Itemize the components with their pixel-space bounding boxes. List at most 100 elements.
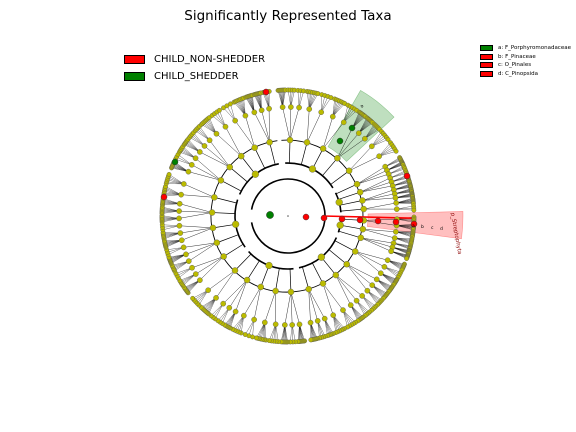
leaf-edge [396, 207, 414, 210]
order-edge [335, 274, 363, 297]
leaf-edge [275, 324, 279, 342]
taxon-node [190, 295, 196, 301]
leaf-edge [380, 273, 394, 286]
clade-legend-label-b: b: F_Pinaceae [498, 53, 536, 60]
leaf-edge [376, 279, 390, 292]
order-edge [360, 181, 392, 193]
leaf-edge [163, 232, 181, 237]
taxon-node [296, 104, 302, 111]
leaf-edge [171, 167, 189, 172]
leaf-edge [189, 137, 205, 147]
taxon-node [265, 261, 273, 270]
leaf-edge [387, 260, 403, 270]
order-edge [209, 140, 230, 168]
taxon-node [319, 145, 327, 152]
order-edge [199, 256, 224, 281]
leaf-edge [224, 311, 236, 326]
leaf-edge [273, 324, 276, 342]
leaf-edge [388, 166, 404, 175]
leaf-edge [394, 237, 411, 245]
leaf-edge [165, 186, 182, 195]
leaf-edge [164, 240, 182, 243]
order-edge [179, 225, 213, 229]
leaf-edge [390, 171, 407, 179]
taxon-node [393, 206, 400, 212]
phylum-arc [238, 163, 279, 195]
taxon-node [296, 321, 303, 328]
class-edge [339, 200, 363, 206]
taxon-node [345, 167, 353, 174]
taxon-node [314, 318, 321, 324]
leaf-edge [215, 303, 224, 319]
order-edge [243, 286, 261, 316]
leaf-edge [321, 94, 322, 113]
leaf-edge [379, 144, 393, 157]
leaf-edge [197, 290, 209, 304]
leaf-edge [230, 103, 236, 121]
leaf-edge [167, 179, 184, 185]
taxon-node [178, 191, 184, 198]
taxon-node [257, 283, 264, 291]
leaf-edge [184, 144, 200, 153]
leaf-edge [310, 322, 314, 340]
class-edge [322, 157, 338, 176]
taxon-node [197, 149, 203, 155]
order-edge [308, 289, 325, 319]
leaf-edge [172, 165, 189, 172]
legend-label-non-shedder: CHILD_NON-SHEDDER [154, 54, 266, 65]
taxon-node [217, 107, 222, 113]
leaf-edge [342, 310, 352, 325]
leaf-edge [333, 315, 340, 332]
order-edge [216, 133, 242, 157]
leaf-edge [237, 100, 246, 116]
leaf-edge [332, 100, 339, 117]
leaf-edge [226, 311, 236, 327]
leaf-edge [387, 260, 404, 267]
taxon-node [391, 235, 398, 241]
leaf-edge [310, 322, 315, 340]
leaf-edge [297, 324, 300, 342]
leaf-edge [332, 98, 335, 117]
order-edge [362, 229, 395, 239]
leaf-edge [262, 92, 270, 109]
class-edge [223, 243, 244, 257]
leaf-edge [166, 247, 184, 250]
leaf-edge [379, 142, 391, 157]
clade-swatch-a [480, 45, 493, 52]
leaf-edge [184, 280, 200, 289]
taxon-node [272, 287, 279, 295]
taxon-node [192, 271, 199, 277]
leaf-edge [179, 151, 196, 159]
leaf-edge [175, 267, 193, 274]
leaf-edge [282, 324, 285, 342]
clade-tag-d: d [440, 226, 443, 232]
order-edge [195, 158, 222, 181]
taxon-node [334, 155, 341, 162]
taxon-node [411, 207, 417, 213]
order-edge [362, 197, 396, 201]
order-edge [346, 264, 373, 286]
leaf-edge [358, 118, 368, 134]
leaf-edge [228, 311, 236, 328]
order-edge [199, 151, 230, 168]
leaf-edge [162, 225, 180, 230]
leaf-edge [162, 201, 180, 204]
leaf-edge [333, 315, 343, 330]
taxon-node [336, 221, 344, 229]
leaf-edge [394, 237, 412, 241]
leaf-edge [262, 322, 265, 340]
leaf-edge [394, 191, 412, 194]
order-edge [360, 185, 393, 193]
leaf-edge [173, 164, 189, 172]
non-shedder-node [392, 218, 400, 226]
leaf-edge [164, 192, 182, 195]
leaf-edge [372, 285, 384, 299]
taxon-node [211, 194, 218, 201]
taxon-node [226, 305, 233, 311]
leaf-edge [185, 142, 200, 153]
leaf-edge [362, 295, 375, 308]
leaf-edge [387, 260, 405, 265]
taxon-node [197, 277, 203, 283]
class-edge [321, 256, 337, 276]
clade-legend-label-a: a: F_Porphyromonadaceae [498, 45, 571, 52]
